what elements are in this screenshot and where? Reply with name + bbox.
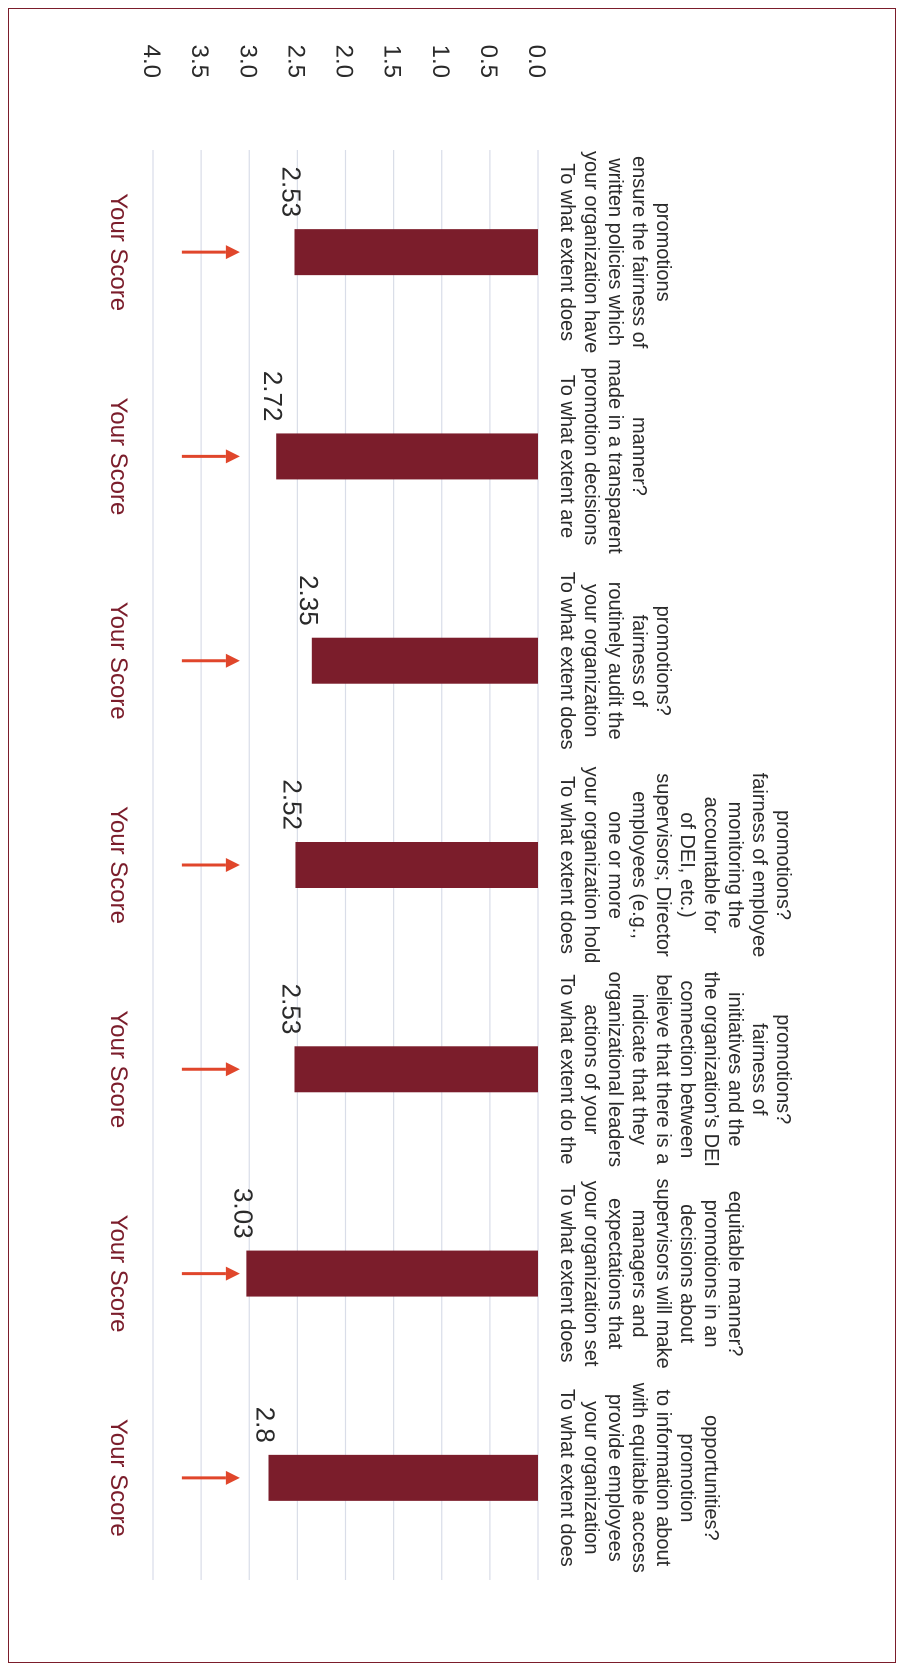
y-tick-label: 0.0 [523,45,550,78]
category-label: To what extent does your organization prov… [556,1382,722,1573]
y-tick-label: 2.5 [282,45,309,78]
your-score-label: Your Score [105,1419,132,1537]
category-label: To what extent does your organization set… [556,1179,746,1369]
y-tick-label: 3.0 [234,45,261,78]
value-label: 2.8 [251,1407,281,1443]
your-score-label: Your Score [105,1215,132,1333]
category-label: To what extent are promotion decisions mad… [556,359,650,554]
your-score-label: Your Score [105,397,132,515]
bar [311,637,538,684]
category-label: To what extent do the actions of your orga… [556,971,794,1167]
your-score-label: Your Score [105,193,132,311]
bar [294,229,538,276]
score-arrowhead [225,1470,240,1485]
bar [295,842,538,888]
bars [246,229,538,1501]
y-tick-label: 2.0 [331,45,358,78]
bar [276,433,538,480]
y-tick-label: 1.5 [379,45,406,78]
chart-frame [8,8,896,1663]
score-arrowhead [225,858,240,872]
your-score-label: Your Score [105,1010,132,1128]
category-label: To what extent does your organization rout… [556,572,674,750]
your-score-label: Your Score [105,806,132,924]
bar [246,1250,538,1297]
score-arrowhead [225,1062,240,1077]
bar [268,1454,538,1501]
value-label: 2.53 [276,984,306,1035]
y-tick-label: 3.5 [186,45,213,78]
value-labels: 2.53 2.72 2.35 2.52 2.53 3.03 2.8 [228,167,323,1443]
your-score-markers: Your Score Your Score Your Score Your Score… [105,193,240,1537]
y-tick-label: 1.0 [427,45,454,78]
y-axis-ticks: 0.0 0.5 1.0 1.5 2.0 2.5 3.0 3.5 4.0 [138,45,550,78]
category-label: To what extent does your organization hav… [556,151,674,353]
y-tick-label: 4.0 [138,45,165,78]
score-arrowhead [225,449,240,464]
value-label: 2.53 [276,167,306,218]
score-arrowhead [225,245,240,260]
value-label: 2.52 [277,779,307,830]
value-label: 2.35 [294,575,324,626]
grid-lines [152,150,539,1580]
y-tick-label: 0.5 [475,45,502,78]
category-labels: To what extent does your organization hav… [556,151,794,1573]
your-score-label: Your Score [105,602,132,720]
value-label: 3.03 [228,1188,258,1239]
category-label: To what extent does your organization hol… [556,767,794,964]
bar [294,1046,538,1093]
score-arrowhead [225,653,240,668]
value-label: 2.72 [258,371,288,422]
score-arrowhead [225,1266,240,1281]
